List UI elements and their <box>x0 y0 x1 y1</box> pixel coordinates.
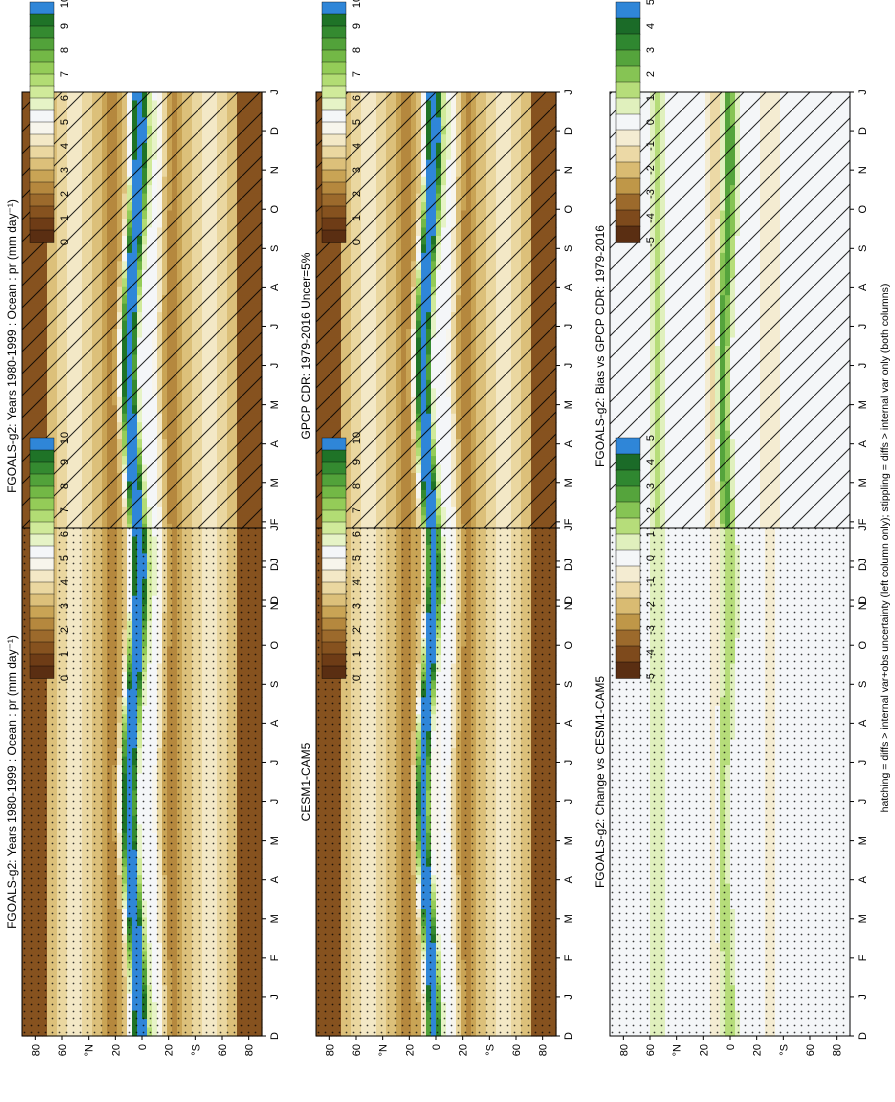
colorbar-label: 2 <box>59 191 71 197</box>
colorbar-label: 8 <box>59 47 71 53</box>
colorbar-label: 7 <box>59 71 71 77</box>
colorbar-swatch <box>30 182 54 195</box>
colorbar-swatch <box>30 14 54 27</box>
colorbar-swatch <box>30 62 54 75</box>
month-tick-label: D <box>269 127 281 135</box>
colorbar-swatch <box>30 74 54 87</box>
colorbar-swatch <box>30 110 54 123</box>
month-tick-label: J <box>269 363 281 369</box>
colorbar-label: 3 <box>59 167 71 173</box>
month-tick-label: A <box>269 283 281 291</box>
month-tick-label: M <box>269 478 281 487</box>
colorbar-swatch <box>30 194 54 207</box>
colorbar-label: 9 <box>59 23 71 29</box>
month-tick-label: N <box>269 166 281 174</box>
month-tick-label: S <box>269 245 281 252</box>
colorbar-swatch <box>30 50 54 63</box>
month-tick-label: J <box>269 324 281 330</box>
month-tick-label: M <box>269 400 281 409</box>
colorbar-swatch <box>30 206 54 219</box>
colorbar-swatch <box>30 146 54 159</box>
month-tick-label: O <box>269 205 281 214</box>
month-tick-label: F <box>269 518 281 525</box>
month-tick-label: J <box>269 89 281 95</box>
colorbar-label: 1 <box>59 215 71 221</box>
month-tick-label: A <box>269 439 281 447</box>
colorbar-swatch <box>30 2 54 15</box>
panel-title: FGOALS-g2: Years 1980-1999 : Ocean : pr … <box>5 199 19 493</box>
colorbar-swatch <box>30 86 54 99</box>
colorbar-label: 6 <box>59 95 71 101</box>
colorbar-swatch <box>30 26 54 39</box>
colorbar-label: 5 <box>59 119 71 125</box>
colorbar-label: 10 <box>59 0 71 8</box>
colorbar-swatch <box>30 158 54 171</box>
colorbar-swatch <box>30 98 54 111</box>
colorbar-label: 4 <box>59 143 71 149</box>
colorbar-swatch <box>30 230 54 243</box>
colorbar-swatch <box>30 38 54 51</box>
colorbar-label: 0 <box>59 239 71 245</box>
colorbar-swatch <box>30 134 54 147</box>
month-tick-label: J <box>269 558 281 564</box>
colorbar-swatch <box>30 170 54 183</box>
colorbar-swatch <box>30 122 54 135</box>
colorbar-swatch <box>30 218 54 231</box>
hatching-overlay <box>22 92 262 600</box>
